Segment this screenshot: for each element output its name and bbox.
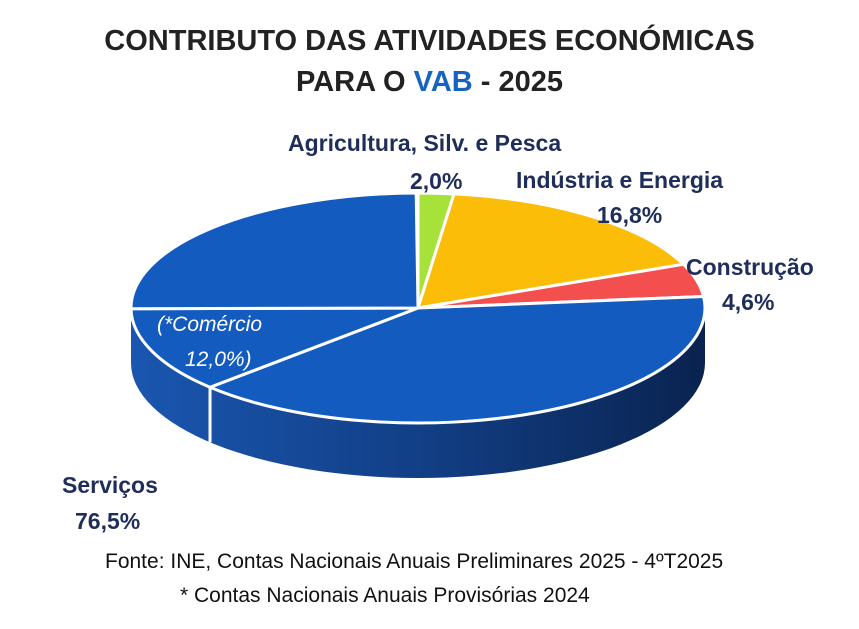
chart-title-line1: CONTRIBUTO DAS ATIVIDADES ECONÓMICAS: [104, 25, 755, 57]
chart-title-line2: PARA O VAB - 2025: [0, 66, 859, 99]
title-prefix: PARA O: [296, 66, 414, 98]
footnote: * Contas Nacionais Anuais Provisórias 20…: [180, 584, 590, 607]
title-highlight: VAB: [413, 66, 473, 98]
annotation-comercio-value: 12,0%): [185, 348, 252, 371]
pie-slice-servicos-0: [208, 294, 707, 425]
label-agricultura: Agricultura, Silv. e Pesca: [288, 130, 562, 156]
value-servicos: 76,5%: [75, 508, 141, 534]
pie-side-wall: [131, 308, 705, 478]
pie-slice-servicos-1: [129, 306, 420, 389]
label-industria: Indústria e Energia: [516, 167, 724, 193]
value-agricultura: 2,0%: [410, 168, 463, 194]
value-construcao: 4,6%: [722, 289, 775, 315]
pie-slice-1: [416, 192, 685, 310]
value-industria: 16,8%: [597, 202, 663, 228]
title-suffix: - 2025: [472, 66, 563, 98]
label-servicos: Serviços: [62, 472, 158, 498]
annotation-comercio: (*Comércio: [157, 313, 263, 336]
pie-slice-servicos-2: [129, 191, 420, 311]
label-construcao: Construção: [686, 254, 814, 280]
source-note: Fonte: INE, Contas Nacionais Anuais Prel…: [105, 550, 724, 573]
